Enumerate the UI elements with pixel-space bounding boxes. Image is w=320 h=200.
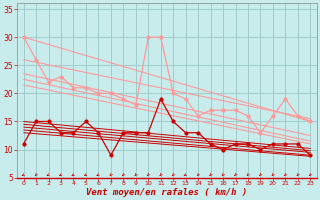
X-axis label: Vent moyen/en rafales ( km/h ): Vent moyen/en rafales ( km/h ) — [86, 188, 248, 197]
